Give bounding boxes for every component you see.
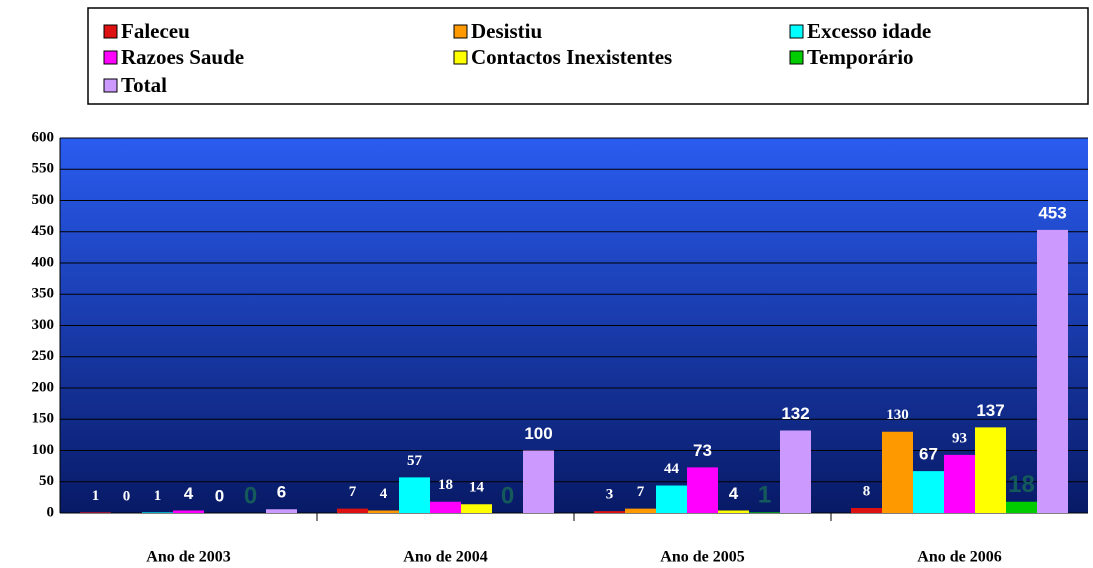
y-tick-label: 500 [32, 192, 55, 208]
value-label: 73 [693, 441, 712, 460]
legend-swatch [103, 78, 118, 93]
y-tick-label: 300 [32, 317, 55, 333]
bar [851, 508, 882, 513]
legend-swatch [103, 24, 118, 39]
y-tick-label: 600 [32, 129, 55, 145]
bar [1037, 229, 1068, 513]
legend-swatch [453, 24, 468, 39]
legend-swatch [789, 50, 804, 65]
value-label: 1 [154, 488, 162, 504]
bar [594, 511, 625, 513]
bar [913, 471, 944, 513]
bar [368, 510, 399, 513]
y-tick-label: 550 [32, 161, 55, 177]
value-label: 18 [438, 477, 453, 493]
value-label: 1 [758, 482, 771, 509]
y-tick-label: 0 [47, 504, 55, 520]
value-label: 7 [637, 484, 645, 500]
value-label: 6 [277, 483, 286, 502]
value-label: 137 [976, 401, 1004, 420]
value-label: 8 [863, 483, 871, 499]
value-label: 100 [524, 424, 552, 443]
bar [656, 485, 687, 513]
value-label: 44 [664, 461, 680, 477]
legend-label: Razoes Saude [121, 45, 244, 69]
y-tick-label: 150 [32, 411, 55, 427]
y-tick-label: 350 [32, 286, 55, 302]
legend-swatch [103, 50, 118, 65]
y-tick-label: 450 [32, 223, 55, 239]
value-label: 132 [781, 404, 809, 423]
bar [399, 477, 430, 513]
value-label: 93 [952, 430, 967, 446]
value-label: 0 [215, 486, 224, 505]
bar [749, 512, 780, 513]
bar [80, 512, 111, 513]
value-label: 14 [469, 480, 485, 496]
value-label: 0 [244, 482, 257, 509]
legend-box [87, 7, 1089, 105]
bar [1006, 501, 1037, 513]
y-tick-label: 50 [39, 473, 54, 489]
bar [430, 501, 461, 513]
bar [687, 467, 718, 513]
y-tick-label: 200 [32, 379, 55, 395]
bar [523, 450, 554, 513]
bar [625, 508, 656, 513]
x-tick-label: Ano de 2003 [146, 549, 230, 566]
value-label: 3 [606, 487, 614, 503]
x-tick-label: Ano de 2006 [917, 549, 1001, 566]
legend-label: Temporário [807, 45, 914, 69]
value-label: 0 [501, 482, 514, 509]
legend-label: Contactos Inexistentes [471, 45, 672, 69]
bar [266, 509, 297, 513]
y-tick-label: 400 [32, 254, 55, 270]
bar [461, 504, 492, 513]
bar [173, 510, 204, 513]
bar [142, 512, 173, 513]
legend-label: Desistiu [471, 19, 542, 43]
bar [780, 430, 811, 513]
legend-label: Excesso idade [807, 19, 931, 43]
bar [882, 431, 913, 513]
x-tick-label: Ano de 2005 [660, 549, 744, 566]
value-label: 4 [184, 484, 194, 503]
value-label: 4 [729, 484, 739, 503]
value-label: 4 [380, 486, 388, 502]
value-label: 57 [407, 453, 423, 469]
bar [944, 454, 975, 513]
legend-label: Faleceu [121, 19, 190, 43]
value-label: 67 [919, 445, 938, 464]
bar [337, 508, 368, 513]
value-label: 453 [1038, 203, 1066, 222]
value-label: 7 [349, 484, 357, 500]
legend-swatch [453, 50, 468, 65]
bar [718, 510, 749, 513]
value-label: 0 [123, 488, 131, 504]
legend-label: Total [121, 73, 167, 97]
bar [975, 427, 1006, 513]
legend-swatch [789, 24, 804, 39]
y-tick-label: 250 [32, 348, 55, 364]
value-label: 1 [92, 488, 100, 504]
value-label: 18 [1008, 471, 1035, 498]
x-tick-label: Ano de 2004 [403, 549, 487, 566]
value-label: 130 [886, 407, 909, 423]
y-tick-label: 100 [32, 442, 55, 458]
